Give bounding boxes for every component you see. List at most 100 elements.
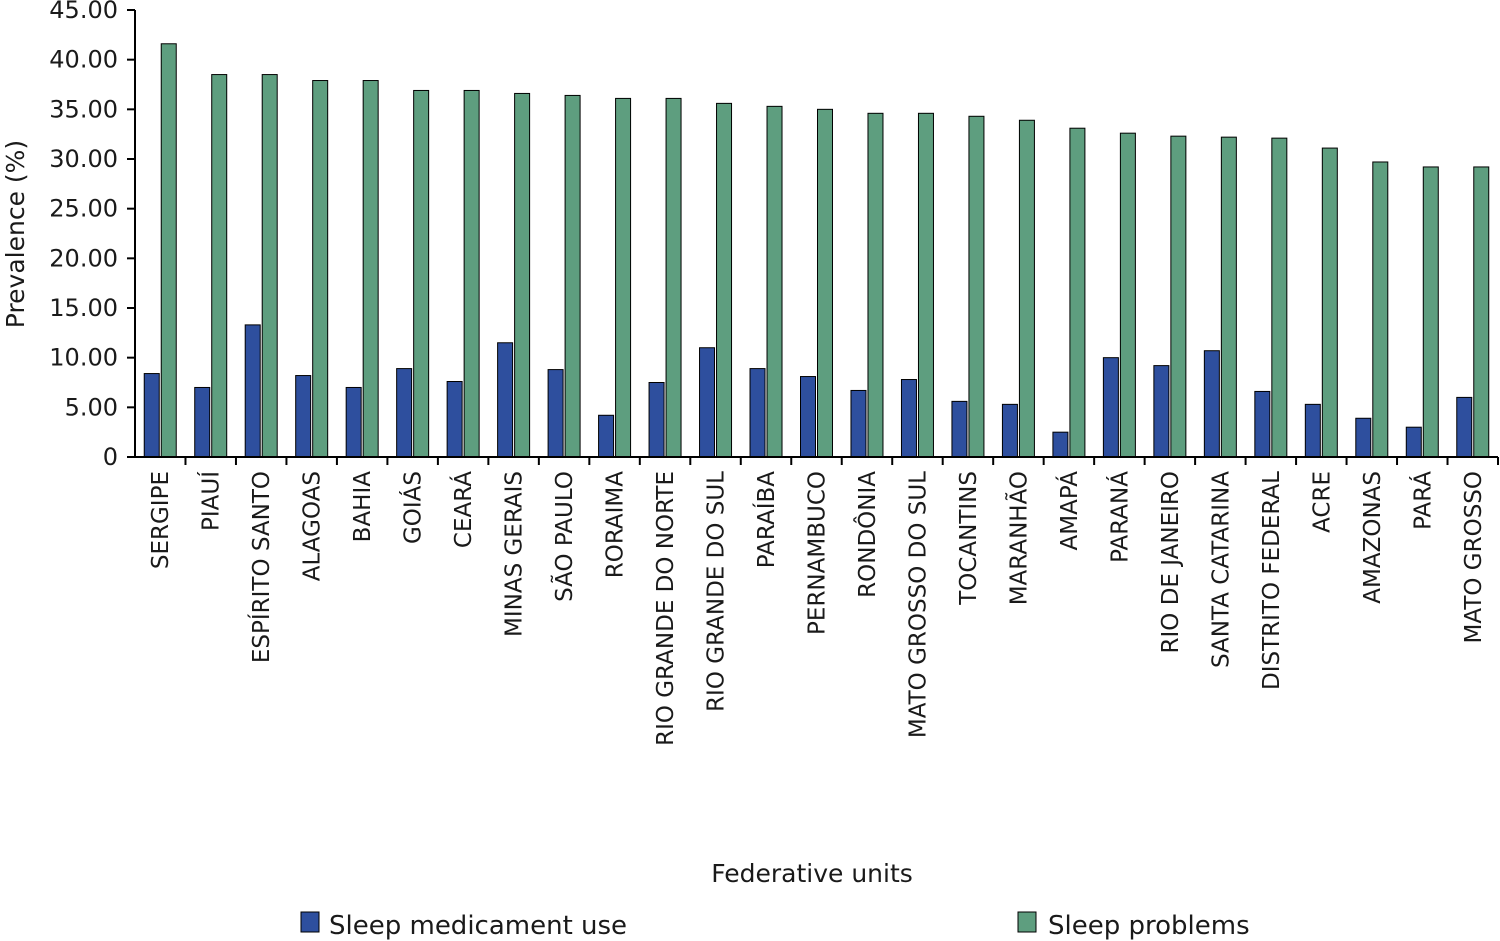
bar-medicament — [1102, 357, 1119, 458]
legend-swatch-medicament — [300, 911, 320, 933]
y-tick-label: 20.00 — [49, 244, 118, 272]
x-axis-category-labels: SERGIPE PIAUÍ ESPÍRITO SANTO ALAGOAS BAHIA GO… — [148, 457, 1499, 746]
x-category-label: DISTRITO FEDERAL — [1259, 471, 1285, 690]
x-category-label: PARAÍBA — [752, 471, 780, 568]
bar-sleep-problems — [1170, 135, 1187, 458]
y-tick-label: 35.00 — [49, 95, 118, 123]
bar-medicament — [396, 368, 413, 458]
x-category-label: PARANÁ — [1105, 471, 1133, 563]
x-category-label: CEARÁ — [449, 471, 477, 548]
bar-sleep-problems — [362, 80, 379, 458]
y-tick-label: 0 — [103, 443, 118, 471]
bar-sleep-problems — [1069, 127, 1086, 458]
x-category-label: SERGIPE — [148, 471, 174, 569]
bar-sleep-problems — [413, 89, 430, 458]
bar-sleep-problems — [917, 112, 934, 458]
bar-sleep-problems — [463, 89, 480, 458]
bar-sleep-problems — [312, 80, 329, 458]
y-tick-label: 40.00 — [49, 46, 118, 74]
y-tick-label: 10.00 — [49, 344, 118, 372]
bar-medicament — [850, 389, 867, 458]
x-category-label: SANTA CATARINA — [1208, 471, 1234, 668]
bar-medicament — [446, 381, 463, 458]
bar-sleep-problems — [1119, 132, 1136, 458]
bar-medicament — [244, 324, 261, 458]
legend: Sleep medicament use Sleep problems — [300, 911, 1250, 941]
x-category-label: PERNAMBUCO — [805, 471, 831, 635]
bar-medicament — [1203, 350, 1220, 458]
x-category-label: PARÁ — [1408, 471, 1436, 530]
x-category-label: RONDÔNIA — [853, 471, 881, 598]
bar-medicament — [143, 373, 160, 458]
bar-sleep-problems — [968, 115, 985, 458]
bar-medicament — [1052, 431, 1069, 458]
x-category-label: MINAS GERAIS — [502, 471, 528, 637]
bar-medicament — [1153, 365, 1170, 458]
y-tick-label: 5.00 — [65, 393, 118, 421]
bar-sleep-problems — [1321, 147, 1338, 458]
bar-sleep-problems — [766, 105, 783, 458]
x-category-label: AMAPÁ — [1055, 471, 1083, 551]
bar-medicament — [598, 414, 615, 458]
bar-medicament — [1254, 390, 1271, 458]
legend-label-medicament: Sleep medicament use — [329, 911, 627, 941]
bar-sleep-problems — [1473, 166, 1490, 458]
bar-medicament — [194, 386, 211, 458]
bar-medicament — [1355, 417, 1372, 458]
bar-sleep-problems — [716, 102, 733, 458]
x-category-label: GOIÁS — [399, 471, 427, 544]
x-axis-title: Federative units — [711, 859, 913, 888]
x-category-label: MARANHÃO — [1004, 471, 1032, 605]
x-category-label: TOCANTINS — [956, 471, 982, 606]
y-axis-title: Prevalence (%) — [1, 140, 30, 328]
y-tick-label: 30.00 — [49, 145, 118, 173]
bar-sleep-problems — [1018, 119, 1035, 458]
bar-medicament — [1405, 426, 1422, 458]
bar-medicament — [345, 386, 362, 458]
x-category-label: AMAZONAS — [1360, 471, 1386, 604]
bar-sleep-problems — [160, 43, 177, 458]
bar-medicament — [749, 368, 766, 458]
bar-medicament — [951, 400, 968, 458]
legend-label-sleep-problems: Sleep problems — [1048, 911, 1250, 941]
bar-sleep-problems — [665, 97, 682, 458]
bar-medicament — [1304, 403, 1321, 458]
x-category-label: ESPÍRITO SANTO — [247, 471, 275, 663]
bar-sleep-problems — [211, 74, 228, 458]
bars — [143, 43, 1490, 458]
bar-sleep-problems — [514, 92, 531, 458]
x-category-label: RIO GRANDE DO NORTE — [653, 471, 679, 746]
bar-medicament — [699, 347, 716, 458]
bar-medicament — [900, 379, 917, 458]
x-category-label: RIO DE JANEIRO — [1158, 471, 1184, 653]
bar-sleep-problems — [261, 74, 278, 458]
x-category-label: MATO GROSSO — [1461, 471, 1487, 643]
y-axis-ticks: 0 5.00 10.00 15.00 20.00 25.00 30.00 35.00 40.00… — [49, 0, 135, 471]
bar-sleep-problems — [1220, 136, 1237, 458]
legend-swatch-sleep-problems — [1017, 911, 1037, 933]
bar-medicament — [1456, 396, 1473, 458]
x-category-label: RIO GRANDE DO SUL — [704, 471, 730, 712]
x-category-label: SÃO PAULO — [550, 471, 578, 602]
x-category-label: ALAGOAS — [300, 471, 326, 581]
bar-medicament — [800, 376, 816, 458]
y-tick-label: 45.00 — [49, 0, 118, 24]
bar-medicament — [497, 342, 514, 458]
x-category-label: RORAIMA — [603, 471, 629, 578]
bar-medicament — [295, 375, 312, 458]
x-category-label: BAHIA — [350, 471, 376, 543]
bar-sleep-problems — [867, 112, 884, 458]
x-category-label: MATO GROSSO DO SUL — [905, 471, 931, 738]
bar-sleep-problems — [564, 94, 581, 458]
bar-sleep-problems — [817, 108, 833, 458]
bar-medicament — [648, 382, 665, 458]
bar-sleep-problems — [1271, 137, 1288, 458]
bar-sleep-problems — [615, 97, 632, 458]
bar-sleep-problems — [1422, 166, 1439, 458]
y-tick-label: 25.00 — [49, 195, 118, 223]
bar-medicament — [1001, 403, 1018, 458]
x-category-label: ACRE — [1309, 471, 1335, 533]
bar-sleep-problems — [1372, 161, 1389, 458]
x-category-label: PIAUÍ — [197, 471, 225, 531]
